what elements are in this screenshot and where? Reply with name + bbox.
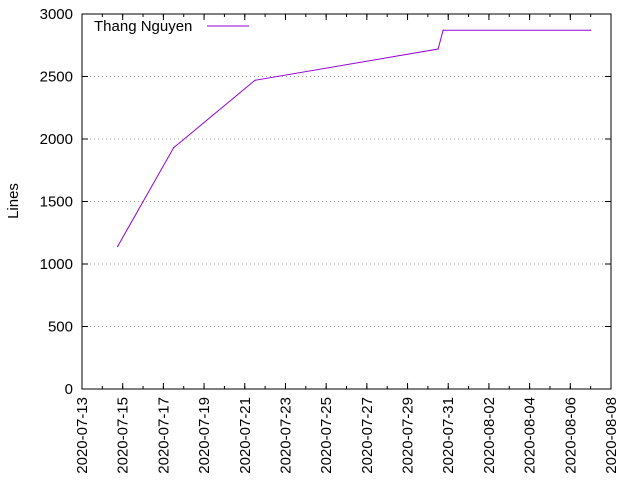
x-tick-label: 2020-07-29 (400, 397, 417, 474)
series-point (172, 147, 175, 149)
x-tick-label: 2020-08-08 (603, 397, 620, 474)
x-tick-label: 2020-07-13 (74, 397, 91, 474)
grid-layer (82, 76, 611, 327)
x-tick-label: 2020-07-19 (196, 397, 213, 474)
x-tick-label: 2020-08-04 (522, 397, 539, 474)
x-tick-label: 2020-08-06 (562, 397, 579, 474)
legend: Thang Nguyen (94, 18, 249, 35)
series-line (117, 29, 591, 247)
x-tick-label: 2020-07-17 (155, 397, 172, 474)
series-point (442, 29, 444, 31)
series-point (437, 48, 439, 50)
legend-label: Thang Nguyen (94, 18, 192, 35)
y-tick-label: 3000 (40, 6, 73, 23)
x-tick-label: 2020-08-02 (481, 397, 498, 474)
y-tick-label: 2000 (40, 131, 73, 148)
x-tick-label: 2020-07-23 (277, 397, 294, 474)
y-tick-label: 2500 (40, 69, 73, 86)
series-layer (117, 29, 592, 248)
y-tick-label: 1500 (40, 194, 73, 211)
x-tick-label: 2020-07-31 (440, 397, 457, 474)
series-point (117, 245, 119, 248)
tick-layer: 0 500 1000 1500 2000 2500 3000 2020-07-13 2020-0… (40, 6, 620, 474)
x-tick-label: 2020-07-15 (115, 397, 132, 474)
series-point (254, 79, 256, 81)
y-tick-label: 500 (48, 319, 73, 336)
y-tick-label: 0 (65, 381, 73, 398)
y-axis-title: Lines (5, 183, 22, 219)
x-tick-label: 2020-07-25 (318, 397, 335, 474)
series-point (590, 29, 592, 31)
y-tick-label: 1000 (40, 256, 73, 273)
x-tick-label: 2020-07-27 (359, 397, 376, 474)
x-tick-label: 2020-07-21 (237, 397, 254, 474)
